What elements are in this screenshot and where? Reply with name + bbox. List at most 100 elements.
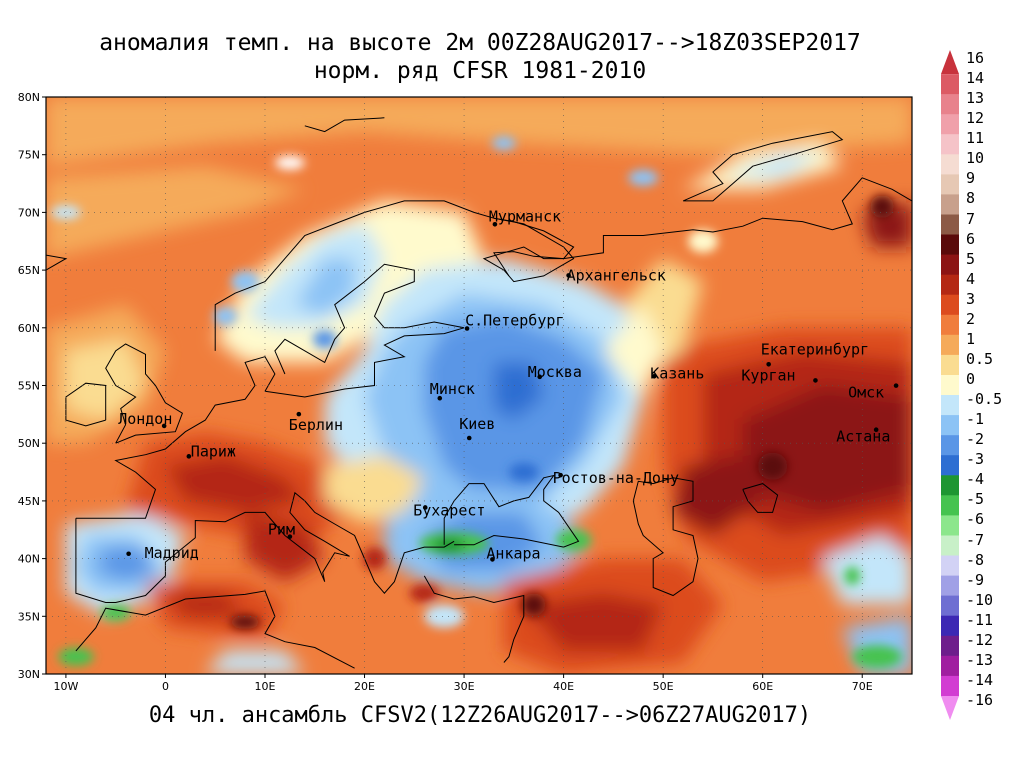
colorbar-level-label: 4 xyxy=(966,269,976,288)
anomaly-blot xyxy=(58,647,94,666)
coastline xyxy=(493,217,575,277)
lat-tick-label: 55N xyxy=(18,380,40,393)
city-label: Мадрид xyxy=(145,544,199,562)
coastline xyxy=(75,491,455,603)
map-title-line2: норм. ряд CFSR 1981-2010 xyxy=(313,58,647,84)
city-label: Ростов-на-Дону xyxy=(553,469,679,487)
city-label: Астана xyxy=(836,428,890,446)
lat-tick-label: 75N xyxy=(18,149,40,162)
ensemble-caption: 04 чл. ансамбль CFSV2(12Z26AUG2017-->06Z… xyxy=(148,703,812,728)
city-label: С.Петербург xyxy=(465,312,564,330)
city-dot xyxy=(566,273,571,278)
colorbar-level-label: 3 xyxy=(966,289,976,308)
city-dot xyxy=(492,221,498,227)
anomaly-zone xyxy=(65,339,146,421)
colorbar-level-label: -16 xyxy=(966,690,994,709)
lon-tick-label: 10E xyxy=(255,680,276,693)
anomaly-zone xyxy=(822,535,912,605)
colorbar xyxy=(941,50,959,720)
colorbar-swatch xyxy=(941,334,959,356)
lat-tick-label: 45N xyxy=(18,495,40,508)
coastlines xyxy=(46,117,912,669)
lon-tick-label: 70E xyxy=(852,680,873,693)
anomaly-blot xyxy=(852,645,903,669)
lon-tick-label: 10W xyxy=(53,680,78,693)
colorbar-swatch xyxy=(941,535,959,556)
city-label: Минск xyxy=(430,380,475,398)
lat-tick-label: 70N xyxy=(18,206,40,219)
lat-tick-label: 80N xyxy=(18,91,40,104)
anomaly-blot xyxy=(508,462,539,482)
city-label: Лондон xyxy=(118,410,172,428)
city-label: Мурманск xyxy=(489,207,561,225)
anomaly-zone xyxy=(742,385,912,513)
city-dot xyxy=(464,326,470,331)
colorbar-level-label: -0.5 xyxy=(966,390,1003,408)
colorbar-swatch xyxy=(941,74,959,95)
map-title-line1: аномалия темп. на высоте 2м 00Z28AUG2017… xyxy=(99,30,861,56)
city-dot xyxy=(490,557,495,562)
lat-tick-label: 40N xyxy=(18,553,40,566)
coastline xyxy=(214,200,575,351)
city-label: Бухарест xyxy=(413,502,485,520)
coastline xyxy=(632,477,699,597)
anomaly-blot xyxy=(312,330,337,349)
anomaly-blot xyxy=(555,529,592,551)
colorbar-level-label: 6 xyxy=(966,229,976,248)
colorbar-cap-bottom xyxy=(941,695,959,720)
colorbar-level-label: -4 xyxy=(966,470,985,489)
lon-tick-label: 60E xyxy=(752,680,773,693)
anomaly-blot xyxy=(275,155,305,170)
coastline xyxy=(423,575,525,663)
coastline xyxy=(443,474,580,548)
city-label: Берлин xyxy=(289,416,343,434)
colorbar-level-label: 1 xyxy=(966,329,976,348)
city-label: Анкара xyxy=(486,544,540,562)
lon-tick-label: 0 xyxy=(162,680,169,693)
colorbar-swatch xyxy=(941,675,959,697)
colorbar-level-label: -12 xyxy=(966,630,994,649)
anomaly-blot xyxy=(521,593,546,617)
city-dot xyxy=(651,373,657,379)
colorbar-level-label: 10 xyxy=(966,149,985,168)
colorbar-swatch xyxy=(941,495,959,516)
colorbar-swatch xyxy=(941,475,959,496)
colorbar-level-label: 0 xyxy=(966,370,976,388)
colorbar-swatch xyxy=(941,435,959,456)
colorbar-cap-top xyxy=(941,50,959,75)
anomaly-blot xyxy=(230,615,260,629)
anomaly-blot xyxy=(362,547,387,571)
coastline xyxy=(65,382,107,427)
city-label: Париж xyxy=(191,442,236,460)
anomaly-zone xyxy=(324,454,425,524)
colorbar-level-label: -13 xyxy=(966,650,994,669)
city-dot xyxy=(466,435,472,441)
colorbar-swatch xyxy=(941,515,959,536)
anomaly-zone xyxy=(523,593,664,651)
colorbar-swatch xyxy=(941,395,959,416)
anomaly-zone xyxy=(46,166,305,259)
anomaly-shading xyxy=(46,97,912,674)
colorbar-level-label: 11 xyxy=(966,129,985,148)
colorbar-level-label: -11 xyxy=(966,610,994,629)
colorbar-swatch xyxy=(941,114,959,135)
anomaly-blot xyxy=(628,169,659,186)
anomaly-blot xyxy=(688,229,718,253)
lon-tick-label: 20E xyxy=(354,680,375,693)
coastline xyxy=(742,483,779,513)
coastline xyxy=(304,117,385,133)
colorbar-level-label: -7 xyxy=(966,530,985,549)
colorbar-swatch xyxy=(941,254,959,276)
colorbar-swatch xyxy=(941,174,959,195)
colorbar-swatch xyxy=(941,655,959,677)
colorbar-level-label: -9 xyxy=(966,570,985,589)
colorbar-level-label: 9 xyxy=(966,169,976,188)
colorbar-level-label: -2 xyxy=(966,430,985,449)
city-dot xyxy=(893,383,899,388)
anomaly-blot xyxy=(757,452,788,481)
city-dot xyxy=(437,395,443,401)
colorbar-swatch xyxy=(941,94,959,115)
city-label: Екатеринбург xyxy=(761,340,869,358)
colorbar-swatch xyxy=(941,455,959,476)
colorbar-level-label: -3 xyxy=(966,450,985,469)
